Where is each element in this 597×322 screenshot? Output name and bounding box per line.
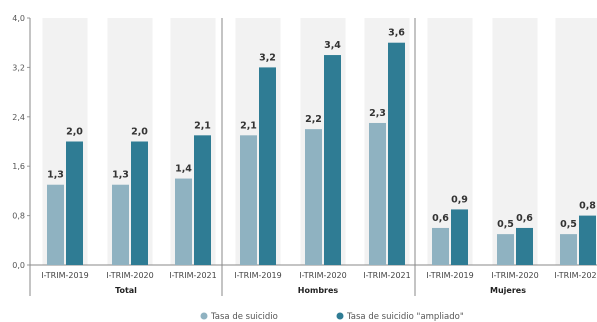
bar-tasa-suicidio-ampliado bbox=[516, 227, 533, 265]
y-tick-label: 1,6 bbox=[12, 162, 25, 171]
x-group-label: Mujeres bbox=[490, 286, 526, 295]
y-tick-label: 2,4 bbox=[12, 113, 25, 122]
legend-marker bbox=[336, 312, 344, 320]
data-label: 1,3 bbox=[47, 170, 64, 181]
x-category-label: I-TRIM-2020 bbox=[299, 271, 346, 280]
data-label: 0,6 bbox=[516, 213, 533, 224]
data-label: 3,2 bbox=[259, 52, 276, 63]
data-label: 2,2 bbox=[305, 114, 322, 125]
bar-tasa-suicidio bbox=[175, 178, 192, 265]
legend-marker bbox=[200, 312, 208, 320]
bar-tasa-suicidio-ampliado bbox=[66, 141, 83, 265]
data-label: 1,3 bbox=[112, 170, 129, 181]
data-label: 0,8 bbox=[579, 201, 596, 212]
bar-tasa-suicidio bbox=[432, 227, 449, 265]
data-label: 2,1 bbox=[194, 120, 211, 131]
data-label: 0,5 bbox=[497, 219, 514, 230]
bar-tasa-suicidio bbox=[497, 234, 514, 265]
data-label: 2,0 bbox=[66, 127, 83, 138]
data-label: 3,6 bbox=[388, 28, 405, 39]
bar-tasa-suicidio-ampliado bbox=[388, 42, 405, 266]
bar-tasa-suicidio bbox=[47, 184, 64, 265]
bar-tasa-suicidio bbox=[240, 135, 257, 265]
bar-tasa-suicidio bbox=[305, 129, 322, 265]
bar-tasa-suicidio bbox=[112, 184, 129, 265]
bar-tasa-suicidio-ampliado bbox=[131, 141, 148, 265]
x-group-label: Hombres bbox=[298, 286, 339, 295]
x-category-label: I-TRIM-2020 bbox=[491, 271, 538, 280]
x-category-label: I-TRIM-2019 bbox=[426, 271, 473, 280]
data-label: 1,4 bbox=[175, 164, 192, 175]
x-category-label: I-TRIM-2021 bbox=[554, 271, 597, 280]
legend-label: Tasa de suicidio "ampliado" bbox=[346, 312, 464, 322]
data-label: 2,3 bbox=[369, 108, 386, 119]
data-label: 0,5 bbox=[560, 219, 577, 230]
band-bg-7 bbox=[492, 18, 538, 265]
y-tick-label: 0,8 bbox=[12, 212, 25, 221]
bar-tasa-suicidio-ampliado bbox=[451, 209, 468, 265]
x-category-label: I-TRIM-2019 bbox=[234, 271, 281, 280]
x-group-label: Total bbox=[115, 286, 137, 295]
data-label: 0,6 bbox=[432, 213, 449, 224]
data-label: 0,9 bbox=[451, 194, 468, 205]
bar-tasa-suicidio-ampliado bbox=[259, 67, 276, 266]
x-category-label: I-TRIM-2019 bbox=[41, 271, 88, 280]
bar-tasa-suicidio-ampliado bbox=[579, 215, 596, 265]
bar-tasa-suicidio-ampliado bbox=[324, 55, 341, 265]
y-tick-label: 3,2 bbox=[12, 63, 25, 72]
bar-tasa-suicidio bbox=[560, 234, 577, 265]
y-tick-label: 4,0 bbox=[12, 14, 25, 23]
data-label: 3,4 bbox=[324, 40, 341, 51]
data-label: 2,1 bbox=[240, 120, 257, 131]
bar-tasa-suicidio bbox=[369, 122, 386, 265]
x-category-label: I-TRIM-2021 bbox=[169, 271, 216, 280]
legend-label: Tasa de suicidio bbox=[210, 312, 278, 322]
bar-tasa-suicidio-ampliado bbox=[194, 135, 211, 265]
x-category-label: I-TRIM-2020 bbox=[106, 271, 153, 280]
x-category-label: I-TRIM-2021 bbox=[363, 271, 410, 280]
data-label: 2,0 bbox=[131, 127, 148, 138]
y-tick-label: 0,0 bbox=[12, 261, 25, 270]
